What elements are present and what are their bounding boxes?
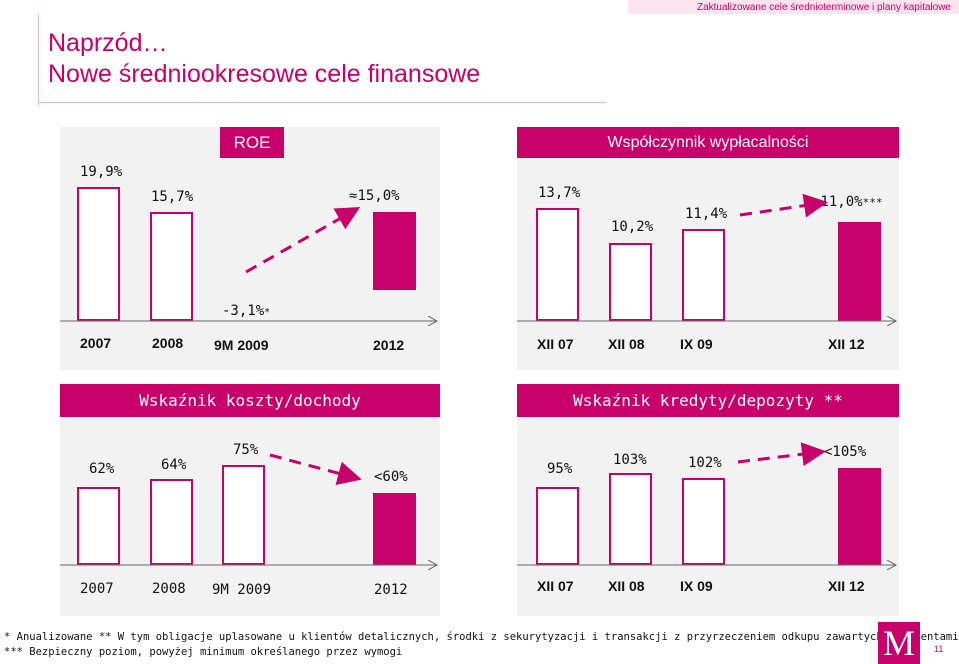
- roe-star: *: [264, 307, 271, 318]
- top-banner: [628, 0, 959, 14]
- payout-year-xii12: XII 12: [828, 336, 865, 352]
- cost-income-value-2012: <60%: [374, 469, 408, 485]
- loans-deposits-value-xii07: 95%: [547, 461, 573, 477]
- loans-deposits-bar-xii08: [609, 473, 652, 565]
- loans-deposits-trend-arrow: [737, 442, 826, 467]
- top-banner-text: Zaktualizowane cele średnioterminowe i p…: [696, 2, 951, 13]
- roe-title: ROE: [233, 133, 271, 152]
- loans-deposits-year-ix09: IX 09: [680, 578, 713, 594]
- cost-income-bar-2012: [373, 493, 416, 565]
- title-rule-horizontal: [38, 102, 606, 103]
- roe-year-2012: 2012: [373, 337, 405, 353]
- cost-income-value-2007: 62%: [89, 461, 115, 477]
- payout-value-ix09: 11,4%: [685, 206, 728, 222]
- payout-title: Współczynnik wypłacalności: [607, 134, 809, 151]
- payout-bar-xii12: [838, 222, 881, 321]
- cost-income-value-2008: 64%: [161, 457, 187, 473]
- roe-bar-2012: [373, 212, 416, 290]
- payout-year-xii07: XII 07: [537, 336, 574, 352]
- loans-deposits-bar-xii12: [838, 468, 881, 565]
- loans-deposits-bar-xii07: [536, 487, 579, 565]
- loans-deposits-title: Wskaźnik kredyty/depozyty **: [573, 391, 843, 410]
- cost-income-bar-2008: [150, 479, 193, 565]
- roe-header: ROE: [220, 127, 284, 158]
- cost-income-bar-9m2009: [222, 465, 265, 565]
- cost-income-header: Wskaźnik koszty/dochody: [60, 384, 440, 417]
- roe-year-9m2009: 9M 2009: [214, 337, 269, 353]
- bank-logo: M: [878, 622, 920, 664]
- payout-value-xii08: 10,2%: [611, 219, 654, 235]
- page-title-line2: Nowe średniookresowe cele finansowe: [48, 60, 481, 88]
- cost-income-trend-arrow: [269, 453, 362, 485]
- cost-income-bar-2007: [77, 487, 120, 565]
- roe-value-2007: 19,9%: [80, 164, 123, 180]
- roe-value-2012-text: 15,0%: [357, 188, 400, 204]
- cost-income-year-2012: 2012: [374, 582, 408, 598]
- payout-year-xii08: XII 08: [608, 336, 645, 352]
- cost-income-title: Wskaźnik koszty/dochody: [139, 391, 361, 410]
- roe-value-9m2009: -3,1%*: [222, 303, 270, 319]
- payout-bar-ix09: [682, 229, 725, 321]
- footnote-line2: *** Bezpieczny poziom, powyżej minimum o…: [4, 646, 403, 658]
- roe-value-9m2009-text: -3,1%: [222, 303, 265, 319]
- loans-deposits-year-xii08: XII 08: [608, 578, 645, 594]
- roe-trend-arrow: [245, 207, 361, 274]
- roe-value-2008: 15,7%: [151, 189, 194, 205]
- loans-deposits-value-ix09: 102%: [688, 455, 722, 471]
- title-rule-vertical: [38, 14, 39, 106]
- loans-deposits-value-xii08: 103%: [613, 452, 647, 468]
- footnote-line1: * Anualizowane ** W tym obligacje uplaso…: [4, 631, 959, 643]
- payout-value-xii07: 13,7%: [538, 185, 581, 201]
- page-title-line1: Naprzód…: [48, 29, 168, 57]
- cost-income-year-2008: 2008: [152, 581, 186, 597]
- cost-income-value-9m2009: 75%: [233, 442, 259, 458]
- roe-bar-2008: [150, 212, 193, 321]
- payout-trend-arrow: [739, 193, 828, 218]
- loans-deposits-bar-ix09: [682, 478, 725, 565]
- cost-income-year-9m2009: 9M 2009: [212, 582, 272, 598]
- roe-year-2008: 2008: [152, 335, 184, 351]
- payout-stars: ***: [862, 196, 883, 209]
- approx-icon: ≈: [349, 188, 358, 204]
- payout-year-ix09: IX 09: [680, 336, 713, 352]
- payout-bar-xii07: [536, 208, 579, 321]
- roe-year-2007: 2007: [80, 335, 112, 351]
- cost-income-year-2007: 2007: [80, 581, 114, 597]
- payout-bar-xii08: [609, 243, 652, 321]
- page-title: Naprzód… Nowe średniookresowe cele finan…: [48, 28, 480, 90]
- loans-deposits-value-xii12: <105%: [824, 444, 867, 460]
- payout-header: Współczynnik wypłacalności: [517, 127, 899, 158]
- page-number: 11: [934, 644, 944, 654]
- loans-deposits-year-xii12: XII 12: [828, 578, 865, 594]
- loans-deposits-header: Wskaźnik kredyty/depozyty **: [517, 384, 899, 417]
- loans-deposits-year-xii07: XII 07: [537, 578, 574, 594]
- roe-value-2012: ≈15,0%: [349, 188, 400, 204]
- roe-bar-2007: [77, 187, 120, 321]
